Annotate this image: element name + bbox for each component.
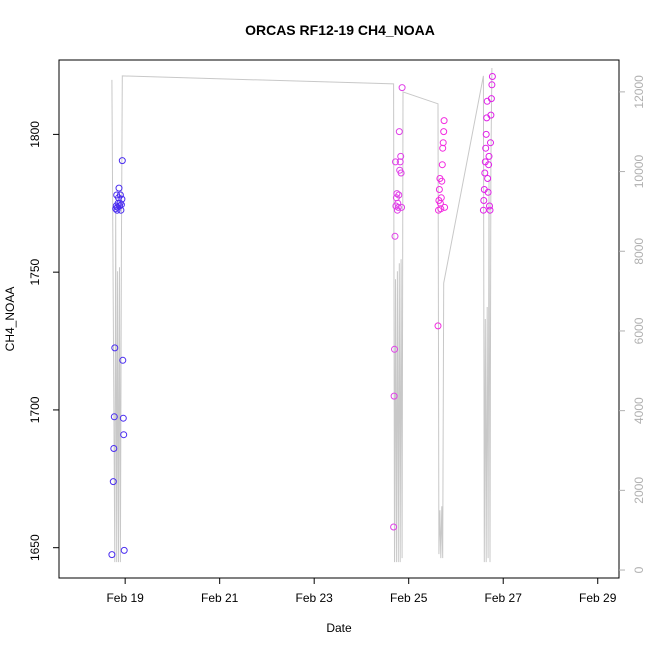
x-tick-label: Feb 27 [485, 591, 523, 605]
plot-frame [58, 59, 620, 579]
y2-axis: 0 2000 4000 6000 8000 10000 12000 [619, 75, 646, 573]
data-point-series-1 [118, 195, 126, 203]
data-point-series-3 [434, 322, 442, 330]
data-point-series-2 [397, 152, 405, 160]
x-tick-label: Feb 21 [201, 591, 239, 605]
y2-tick-label: 2000 [632, 477, 646, 504]
data-point-series-4 [480, 197, 488, 204]
data-point-series-2 [394, 203, 402, 211]
x-axis-label: Date [326, 621, 352, 635]
data-point-series-2 [398, 203, 406, 211]
data-point-series-1 [120, 431, 128, 439]
data-point-series-2 [393, 190, 401, 198]
altitude-trace [111, 67, 493, 563]
points-layer [108, 73, 496, 559]
data-point-series-4 [486, 206, 494, 214]
y2-tick-label: 12000 [632, 75, 646, 109]
data-point-series-4 [482, 130, 490, 138]
data-point-series-3 [437, 205, 445, 213]
data-point-series-4 [488, 81, 496, 89]
y2-tick-label: 0 [632, 566, 646, 573]
x-tick-label: Feb 25 [390, 591, 428, 605]
data-point-series-4 [479, 206, 487, 214]
data-point-series-4 [482, 144, 490, 152]
data-point-series-2 [391, 232, 399, 240]
data-point-series-4 [486, 202, 493, 210]
y2-tick-label: 8000 [632, 238, 646, 265]
y2-tick-label: 10000 [632, 155, 646, 189]
data-point-series-1 [110, 413, 118, 421]
data-point-series-3 [437, 194, 445, 202]
data-point-series-4 [488, 73, 496, 80]
data-point-series-1 [119, 356, 127, 364]
data-point-series-1 [116, 202, 123, 210]
y-tick-label: 1700 [28, 396, 42, 423]
data-point-series-1 [120, 546, 128, 554]
data-point-series-3 [438, 161, 446, 169]
data-point-series-2 [394, 199, 402, 207]
data-point-series-1 [118, 157, 126, 165]
y-axis-label: CH4_NOAA [3, 287, 17, 352]
data-point-series-2 [397, 169, 405, 177]
data-point-series-2 [391, 345, 398, 353]
data-point-series-3 [439, 139, 447, 147]
data-point-series-4 [485, 161, 493, 169]
data-point-series-1 [116, 191, 124, 199]
data-point-series-1 [108, 551, 116, 559]
data-point-series-2 [398, 84, 406, 92]
data-point-series-1 [111, 344, 119, 352]
data-point-series-3 [435, 186, 443, 193]
data-point-series-1 [119, 414, 127, 422]
x-tick-label: Feb 19 [106, 591, 144, 605]
data-point-series-3 [438, 177, 446, 185]
x-tick-label: Feb 29 [579, 591, 617, 605]
chart-title: ORCAS RF12-19 CH4_NOAA [245, 22, 435, 38]
y-axis: 1650 1700 1750 1800 [28, 121, 59, 561]
data-point-series-1 [115, 184, 123, 192]
data-point-series-2 [392, 158, 399, 166]
y-tick-label: 1650 [28, 534, 42, 561]
y-tick-label: 1800 [28, 121, 42, 148]
y-tick-label: 1750 [28, 258, 42, 285]
data-point-series-4 [487, 95, 495, 103]
data-point-series-1 [109, 478, 117, 486]
altitude-layer [111, 67, 493, 563]
data-point-series-3 [441, 203, 449, 211]
data-point-series-4 [487, 139, 494, 147]
data-point-series-1 [110, 445, 118, 452]
data-point-series-2 [395, 191, 403, 199]
data-point-series-2 [390, 523, 398, 531]
data-point-series-1 [116, 199, 124, 207]
data-point-series-4 [485, 152, 493, 160]
x-tick-label: Feb 23 [296, 591, 334, 605]
data-point-series-2 [390, 392, 398, 400]
y2-tick-label: 6000 [632, 317, 646, 344]
y2-tick-label: 4000 [632, 397, 646, 424]
data-point-series-3 [440, 117, 448, 125]
data-point-series-4 [481, 169, 489, 177]
data-point-series-4 [487, 111, 495, 119]
data-point-series-4 [484, 188, 492, 196]
x-axis: Feb 19 Feb 21 Feb 23 Feb 25 Feb 27 Feb 29 [106, 578, 617, 605]
data-point-series-2 [395, 128, 403, 136]
data-point-series-3 [440, 128, 448, 136]
data-point-series-4 [484, 175, 492, 182]
